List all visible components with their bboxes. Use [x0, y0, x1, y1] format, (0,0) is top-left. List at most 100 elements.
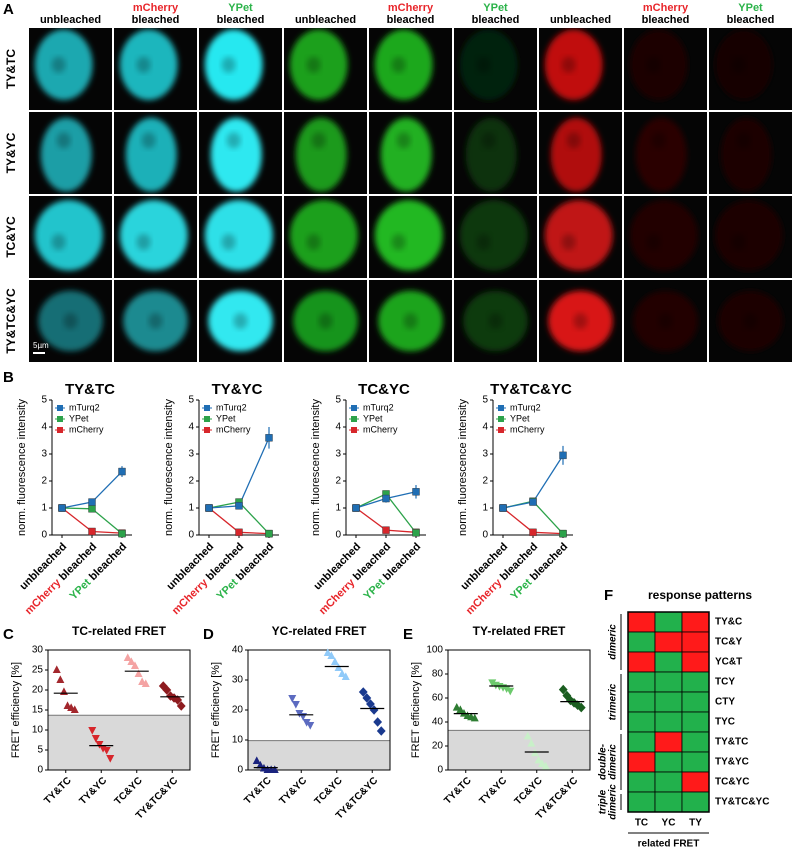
point [88, 527, 96, 536]
column-header: bleached [642, 14, 690, 26]
point [523, 731, 532, 740]
point [576, 702, 586, 713]
row-label: TC&YC [4, 216, 18, 258]
nucleus [306, 56, 321, 73]
point [158, 681, 168, 691]
y-tick-label: 4 [188, 422, 194, 433]
row-label: TY&TC [715, 737, 748, 748]
nucleus [221, 234, 236, 251]
y-axis-label: norm. fluorescence intensity [310, 399, 322, 536]
nucleus [488, 313, 503, 329]
micrograph [369, 28, 452, 110]
nucleus [651, 132, 666, 149]
legend-label: mTurq2 [216, 402, 247, 412]
y-tick-label: 20 [32, 685, 44, 696]
micrograph [369, 196, 452, 278]
cell [204, 200, 273, 271]
micrograph [624, 28, 707, 110]
point [130, 661, 139, 669]
pattern-cell [654, 691, 683, 713]
y-axis-label: norm. fluorescence intensity [16, 399, 28, 536]
point [502, 685, 511, 693]
y-tick-label: 3 [482, 449, 488, 460]
threshold-area [48, 715, 190, 770]
micrograph [539, 280, 622, 362]
legend-marker [351, 427, 357, 433]
y-tick-label: 60 [432, 693, 444, 704]
micrograph [114, 112, 197, 194]
point [95, 741, 104, 749]
nucleus [318, 313, 333, 329]
point [235, 528, 243, 536]
row-label: CTY [715, 697, 735, 708]
micrograph [539, 28, 622, 110]
column-fluor: mCherry [388, 2, 434, 14]
point [488, 679, 497, 687]
column-fluor: YPet [228, 2, 253, 14]
point [265, 434, 273, 442]
micrograph [199, 280, 282, 362]
panel-label: E [403, 626, 413, 643]
column-header: unbleached [550, 14, 611, 26]
point [70, 705, 79, 713]
pattern-cell [627, 711, 656, 733]
point [369, 705, 379, 715]
point [102, 747, 111, 755]
point [352, 504, 360, 512]
micrograph [709, 28, 792, 110]
cell [629, 200, 698, 271]
point [527, 739, 536, 747]
point [541, 761, 550, 770]
point [529, 498, 537, 506]
point [323, 648, 332, 656]
cell [714, 200, 783, 271]
legend-marker [351, 405, 357, 411]
nucleus [306, 234, 321, 251]
nucleus [311, 132, 326, 149]
cell [544, 200, 613, 271]
point [59, 687, 68, 695]
nucleus [51, 234, 66, 251]
legend-label: YPet [216, 413, 236, 423]
micrograph [709, 112, 792, 194]
column-label: TC [635, 818, 648, 829]
nucleus [731, 234, 746, 251]
x-tick-label: TY&TC [242, 775, 273, 806]
column-header: bleached [217, 14, 265, 26]
nucleus [136, 56, 151, 73]
legend-marker [57, 416, 63, 422]
y-tick-label: 0 [41, 530, 47, 541]
y-tick-label: 15 [32, 705, 44, 716]
row-label: TY&YC [715, 757, 749, 768]
x-tick-label: TY&TC [42, 775, 73, 806]
point [252, 756, 261, 764]
point [176, 701, 186, 711]
legend-label: mTurq2 [363, 402, 394, 412]
nucleus [646, 234, 661, 251]
point [265, 529, 273, 538]
y-tick-label: 1 [41, 503, 47, 514]
legend-label: mCherry [69, 424, 104, 434]
pattern-cell [681, 611, 710, 633]
point [134, 669, 143, 677]
y-tick-label: 20 [232, 705, 244, 716]
point [166, 691, 175, 701]
point [291, 701, 300, 709]
chart-title: TY&TC&YC [490, 381, 572, 398]
point [123, 653, 132, 661]
point [470, 713, 479, 722]
cell [40, 117, 92, 192]
y-axis-label: FRET efficiency [%] [410, 662, 422, 758]
group-label: trimeric [608, 683, 619, 720]
nucleus [51, 56, 66, 73]
point [559, 451, 567, 460]
pattern-cell [654, 651, 683, 673]
column-label: TY [689, 818, 702, 829]
legend-label: YPet [363, 413, 383, 423]
y-tick-label: 30 [232, 675, 244, 686]
point [295, 710, 304, 718]
point [412, 488, 420, 496]
group-label: double- [598, 743, 609, 780]
cell [465, 117, 517, 192]
column-fluor: mCherry [133, 2, 179, 14]
